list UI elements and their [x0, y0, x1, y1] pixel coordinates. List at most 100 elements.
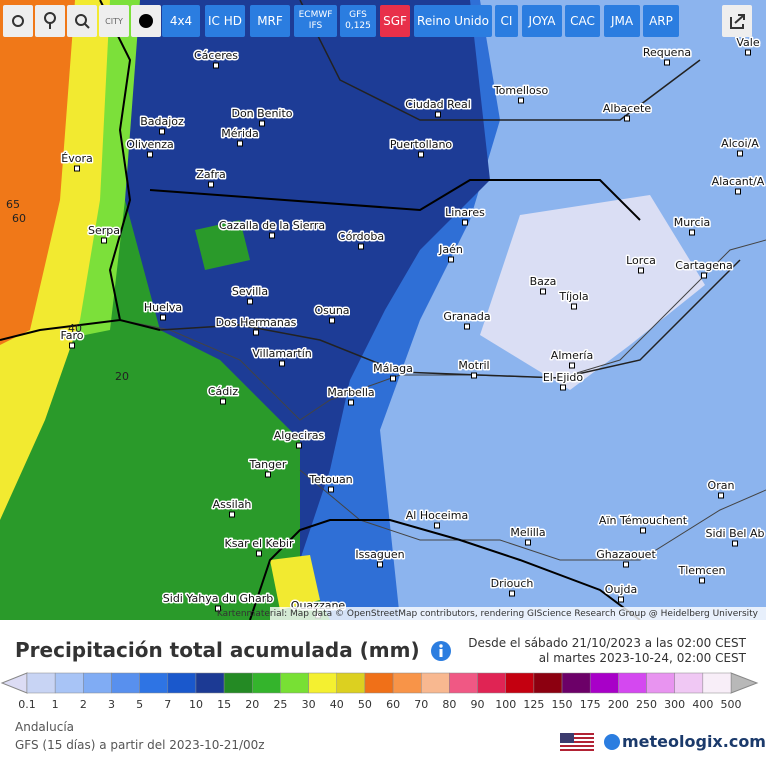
city-dot — [296, 442, 302, 449]
model-button[interactable]: Reino Unido — [414, 5, 492, 37]
city-label: Córdoba — [338, 230, 384, 243]
scale-box — [505, 672, 535, 694]
city-label: Al Hoceima — [406, 509, 468, 522]
city-dot — [220, 398, 226, 405]
city-dot — [215, 605, 221, 612]
scale-low-arrow — [0, 672, 28, 694]
city-dot — [358, 243, 364, 250]
city-dot — [418, 151, 424, 158]
city-label: Motril — [458, 359, 489, 372]
model-button[interactable]: JMA — [604, 5, 640, 37]
model-button[interactable]: CI — [495, 5, 518, 37]
city-label: Cazalla de la Sierra — [219, 219, 325, 232]
city-dot — [689, 229, 695, 236]
city-dot — [525, 539, 531, 546]
model-button[interactable]: ECMWF IFS — [294, 5, 337, 37]
model-button[interactable]: SGF — [380, 5, 410, 37]
city-dot — [540, 288, 546, 295]
contour-label: 40 — [68, 322, 82, 335]
city-label: Faro — [60, 329, 83, 342]
city-label: Oujda — [605, 583, 637, 596]
city-label: Marbella — [327, 386, 374, 399]
city-label: Albacete — [603, 102, 651, 115]
scale-label: 200 — [608, 698, 629, 711]
scale-label: 60 — [386, 698, 400, 711]
city-dot — [737, 150, 743, 157]
city-dot — [256, 550, 262, 557]
roads — [159, 0, 741, 379]
city-dot — [159, 128, 165, 135]
scale-label: 500 — [721, 698, 742, 711]
legend-title: Precipitación total acumulada (mm) — [15, 638, 420, 662]
dot-button[interactable] — [131, 5, 161, 37]
city-dot — [569, 362, 575, 369]
scale-label: 15 — [217, 698, 231, 711]
scale-label: 100 — [495, 698, 516, 711]
zoom-button[interactable] — [67, 5, 97, 37]
city-label: Driouch — [491, 577, 534, 590]
model-button[interactable]: IC HD — [205, 5, 245, 37]
scale-label: 400 — [692, 698, 713, 711]
scale-label: 3 — [108, 698, 115, 711]
city-label: Dos Hermanas — [216, 316, 297, 329]
reload-button[interactable] — [3, 5, 33, 37]
city-dot — [745, 49, 751, 56]
city-label: Baza — [530, 275, 557, 288]
pin-button[interactable] — [35, 5, 65, 37]
period-end: al martes 2023-10-24, 02:00 CEST — [538, 651, 746, 665]
scale-label: 30 — [302, 698, 316, 711]
city-label: Ksar el Kebir — [224, 537, 293, 550]
scale-box — [111, 672, 140, 694]
city-label: Issaguen — [355, 548, 404, 561]
city-label: Murcia — [674, 216, 711, 229]
brand-logo — [604, 734, 620, 750]
model-button[interactable]: MRF — [250, 5, 290, 37]
info-icon[interactable] — [430, 640, 452, 662]
city-label: Tlemcen — [677, 564, 725, 577]
city-label: Alcoi/A — [721, 137, 759, 150]
city-labels: Cáceres Requena Tomelloso Ciudad Real Don Be… — [6, 35, 766, 619]
scale-label: 7 — [164, 698, 171, 711]
share-button[interactable] — [722, 5, 752, 37]
model-button[interactable]: 4x4 — [162, 5, 200, 37]
model-button[interactable]: GFS 0,125 — [340, 5, 376, 37]
city-button[interactable]: CITY — [99, 5, 129, 37]
city-dot — [618, 596, 624, 603]
model-button[interactable]: JOYA — [522, 5, 562, 37]
city-dot — [208, 181, 214, 188]
city-label: Badajoz — [140, 115, 184, 128]
scale-box — [618, 672, 647, 694]
city-dot — [229, 511, 235, 518]
scale-box — [308, 672, 338, 694]
flag-icon[interactable] — [560, 733, 594, 753]
city-dot — [259, 120, 265, 127]
scale-box — [26, 672, 56, 694]
city-dot — [732, 540, 738, 547]
scale-box — [477, 672, 506, 694]
city-dot — [348, 399, 354, 406]
scale-box — [646, 672, 675, 694]
attribution-bg — [270, 607, 766, 620]
scale-box — [54, 672, 84, 694]
city-dot — [74, 165, 80, 172]
city-label: Almería — [551, 349, 593, 362]
scale-box — [702, 672, 732, 694]
city-dot — [699, 577, 705, 584]
city-label: Tanger — [249, 458, 287, 471]
city-label: Melilla — [510, 526, 545, 539]
model-button[interactable]: ARP — [643, 5, 679, 37]
city-dot — [471, 372, 477, 379]
city-label: El Ejido — [543, 371, 584, 384]
city-dot — [237, 140, 243, 147]
city-label: Oran — [708, 479, 735, 492]
scale-label: 250 — [636, 698, 657, 711]
city-label: Aïn Témouchent — [599, 514, 688, 527]
city-label: Don Benito — [231, 107, 292, 120]
scale-label: 90 — [471, 698, 485, 711]
city-dot — [623, 561, 629, 568]
model-button[interactable]: CAC — [565, 5, 600, 37]
scale-label: 70 — [414, 698, 428, 711]
city-label: Cádiz — [208, 385, 238, 398]
scale-box — [392, 672, 422, 694]
